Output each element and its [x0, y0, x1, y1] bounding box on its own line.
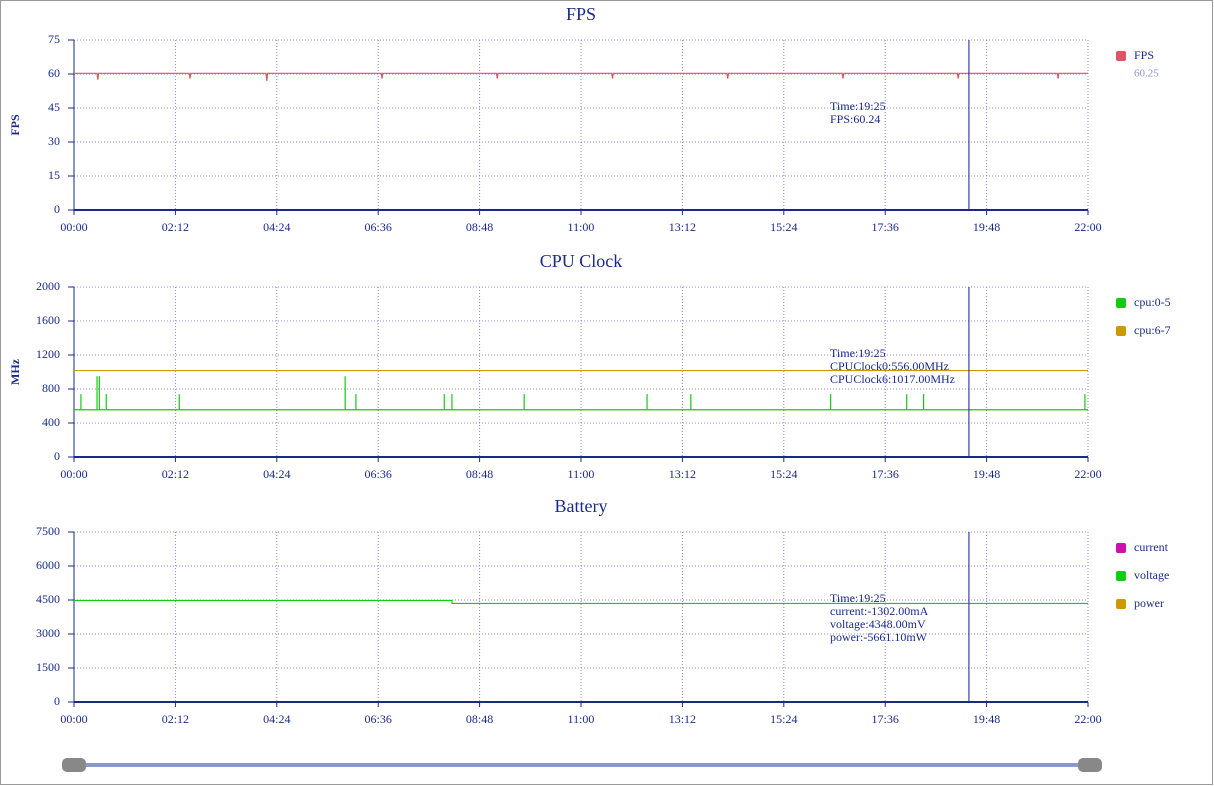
tooltip-text: current:-1302.00mA [830, 604, 929, 618]
x-tick-label: 00:00 [60, 467, 87, 481]
x-tick-label: 02:12 [162, 220, 189, 234]
legend-swatch [1116, 326, 1126, 336]
y-tick-label: 6000 [36, 558, 60, 572]
x-tick-label: 19:48 [973, 467, 1000, 481]
x-tick-label: 13:12 [669, 220, 696, 234]
x-tick-label: 04:24 [263, 467, 290, 481]
tooltip-text: FPS:60.24 [830, 112, 880, 126]
y-tick-label: 3000 [36, 626, 60, 640]
y-tick-label: 1500 [36, 660, 60, 674]
y-tick-label: 4500 [36, 592, 60, 606]
x-tick-label: 04:24 [263, 712, 290, 726]
y-tick-label: 45 [48, 100, 60, 114]
y-tick-label: 30 [48, 134, 60, 148]
x-tick-label: 17:36 [872, 467, 899, 481]
legend-label: power [1134, 596, 1164, 610]
y-tick-label: 1200 [36, 347, 60, 361]
x-tick-label: 06:36 [365, 712, 392, 726]
y-tick-label: 2000 [36, 279, 60, 293]
x-tick-label: 08:48 [466, 467, 493, 481]
y-tick-label: 0 [54, 694, 60, 708]
tooltip-text: CPUClock6:1017.00MHz [830, 372, 955, 386]
y-axis-label: FPS [8, 114, 22, 136]
legend-label: voltage [1134, 568, 1169, 582]
legend-value: 60.25 [1134, 68, 1159, 80]
legend-swatch [1116, 298, 1126, 308]
x-tick-label: 22:00 [1074, 712, 1101, 726]
legend-swatch [1116, 571, 1126, 581]
x-tick-label: 15:24 [770, 220, 797, 234]
legend-swatch [1116, 51, 1126, 61]
y-tick-label: 0 [54, 449, 60, 463]
y-tick-label: 15 [48, 168, 60, 182]
chart-title: FPS [566, 4, 596, 24]
y-tick-label: 60 [48, 66, 60, 80]
series-line [74, 376, 1088, 411]
legend-swatch [1116, 543, 1126, 553]
x-tick-label: 02:12 [162, 467, 189, 481]
x-tick-label: 22:00 [1074, 220, 1101, 234]
x-tick-label: 17:36 [872, 220, 899, 234]
x-tick-label: 11:00 [568, 712, 595, 726]
x-tick-label: 08:48 [466, 220, 493, 234]
y-tick-label: 0 [54, 202, 60, 216]
x-tick-label: 15:24 [770, 712, 797, 726]
y-tick-label: 7500 [36, 524, 60, 538]
x-tick-label: 06:36 [365, 220, 392, 234]
x-tick-label: 13:12 [669, 467, 696, 481]
x-tick-label: 08:48 [466, 712, 493, 726]
chart-title: Battery [555, 496, 608, 516]
x-tick-label: 22:00 [1074, 467, 1101, 481]
y-axis-label: MHz [8, 358, 22, 385]
legend-swatch [1116, 599, 1126, 609]
legend-label: cpu:6-7 [1134, 323, 1171, 337]
x-tick-label: 00:00 [60, 220, 87, 234]
series-line [74, 72, 1088, 81]
x-tick-label: 02:12 [162, 712, 189, 726]
tooltip-text: power:-5661.10mW [830, 630, 928, 644]
x-tick-label: 19:48 [973, 220, 1000, 234]
tooltip-text: voltage:4348.00mV [830, 617, 926, 631]
chart-title: CPU Clock [540, 251, 623, 271]
x-tick-label: 17:36 [872, 712, 899, 726]
slider-handle-left[interactable] [62, 758, 86, 772]
y-tick-label: 75 [48, 32, 60, 46]
y-tick-label: 1600 [36, 313, 60, 327]
x-tick-label: 11:00 [568, 220, 595, 234]
x-tick-label: 13:12 [669, 712, 696, 726]
x-tick-label: 19:48 [973, 712, 1000, 726]
slider-handle-right[interactable] [1078, 758, 1102, 772]
x-tick-label: 06:36 [365, 467, 392, 481]
tooltip-text: Time:19:25 [830, 99, 886, 113]
x-tick-label: 04:24 [263, 220, 290, 234]
legend-label: FPS [1134, 48, 1154, 62]
x-tick-label: 11:00 [568, 467, 595, 481]
y-tick-label: 800 [42, 381, 60, 395]
tooltip-text: CPUClock0:556.00MHz [830, 359, 949, 373]
x-tick-label: 15:24 [770, 467, 797, 481]
series-line [74, 599, 1088, 605]
legend-label: current [1134, 540, 1169, 554]
legend-label: cpu:0-5 [1134, 295, 1171, 309]
y-tick-label: 400 [42, 415, 60, 429]
x-tick-label: 00:00 [60, 712, 87, 726]
tooltip-text: Time:19:25 [830, 346, 886, 360]
tooltip-text: Time:19:25 [830, 591, 886, 605]
